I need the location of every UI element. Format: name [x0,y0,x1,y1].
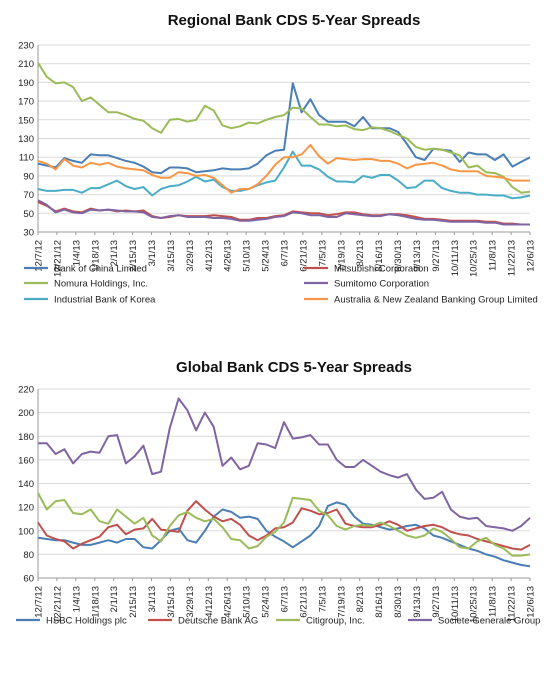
x-tick-label: 3/1/13 [147,586,158,612]
chart-2: Global Bank CDS 5-Year Spreads 60 80 100 120… [16,359,540,627]
x-tick-label: 9/13/13 [412,240,423,272]
y-tick-label: 50 [23,209,34,220]
x-tick-label: 2/15/13 [128,586,139,618]
legend-label: Mitsubishi Corporation [334,264,429,275]
y-tick-label: 160 [18,455,34,466]
x-tick-label: 6/7/13 [280,586,291,612]
x-tick-label: 3/15/13 [166,586,177,618]
legend-label: HSBC Holdings plc [46,616,127,627]
x-tick-label: 12/7/12 [34,240,45,272]
x-tick-label: 7/5/13 [317,586,328,612]
x-tick-label: 12/21/12 [52,240,63,277]
x-tick-label: 9/27/13 [431,240,442,272]
x-tick-label: 3/1/13 [147,240,158,266]
y-tick-label: 200 [18,408,34,419]
y-tick-label: 70 [23,190,34,201]
chart-1: Regional Bank CDS 5-Year Spreads 30 50 70 90… [18,12,538,306]
y-tick-label: 230 [18,41,34,52]
x-tick-label: 4/26/13 [223,240,234,272]
y-tick-label: 90 [23,171,34,182]
x-tick-label: 2/1/13 [109,240,120,266]
y-tick-label: 180 [18,432,34,443]
x-tick-label: 11/8/13 [488,240,499,271]
x-tick-label: 3/29/13 [185,586,196,618]
x-tick-label: 3/15/13 [166,240,177,272]
x-tick-label: 8/2/13 [355,240,366,266]
series-line-4 [38,397,531,532]
x-tick-label: 7/19/13 [336,240,347,272]
y-tick-label: 80 [23,550,34,561]
legend-label: Sumitomo Corporation [334,279,429,290]
x-tick-label: 11/8/13 [488,586,499,617]
y-tick-label: 120 [18,503,34,514]
y-tick-label: 30 [23,228,34,239]
series-line-6 [37,144,530,194]
x-tick-label: 4/26/13 [223,586,234,618]
x-tick-label: 7/19/13 [336,586,347,618]
x-tick-label: 12/6/13 [526,240,537,272]
legend-label: Societe Generale Group [438,616,540,627]
x-tick-label: 5/24/13 [261,586,272,618]
x-tick-label: 11/22/13 [507,586,518,622]
y-tick-label: 170 [18,97,34,108]
chart-title: Regional Bank CDS 5-Year Spreads [168,12,421,29]
series-line-5 [37,150,531,200]
x-tick-label: 10/25/13 [469,586,480,623]
x-tick-label: 6/21/13 [298,240,309,272]
y-tick-label: 150 [18,115,34,126]
legend-label: Nomura Holdings, Inc. [54,279,148,290]
series-line-4 [37,199,530,226]
x-tick-label: 11/22/13 [507,240,518,276]
y-tick-label: 100 [18,526,34,537]
x-tick-label: 2/1/13 [109,586,120,612]
x-tick-label: 6/7/13 [280,240,291,266]
x-tick-label: 10/11/13 [450,240,461,276]
legend-label: Deutsche Bank AG [178,616,258,627]
series-line-1 [37,501,531,568]
x-tick-label: 9/13/13 [412,586,423,618]
y-tick-label: 60 [23,574,34,585]
x-tick-label: 12/21/12 [52,586,63,623]
x-tick-label: 12/6/13 [526,586,537,618]
x-tick-label: 9/27/13 [431,586,442,618]
x-tick-label: 5/24/13 [261,240,272,272]
legend-label: Citigroup, Inc. [306,616,365,627]
x-tick-label: 7/5/13 [317,240,328,266]
y-tick-label: 110 [19,153,34,164]
legend-label: Industrial Bank of Korea [54,295,156,306]
x-tick-label: 10/11/13 [450,586,461,622]
y-tick-label: 130 [18,134,34,145]
x-tick-label: 5/10/13 [242,586,253,618]
x-tick-label: 8/30/13 [393,240,404,272]
x-tick-label: 1/18/13 [90,240,101,272]
y-tick-label: 220 [18,385,34,396]
legend-label: Bank of China Limited [54,264,147,275]
x-tick-label: 1/18/13 [90,586,101,618]
x-tick-label: 8/16/13 [374,240,385,272]
legend-label: Australia & New Zealand Banking Group Li… [334,295,538,306]
x-tick-label: 1/4/13 [71,240,82,266]
y-tick-label: 190 [18,78,34,89]
x-tick-label: 3/29/13 [185,240,196,272]
series-line-1 [37,82,531,175]
x-tick-label: 4/12/13 [204,586,215,618]
x-tick-label: 1/4/13 [71,586,82,612]
x-tick-label: 10/25/13 [469,240,480,277]
x-tick-label: 8/16/13 [374,586,385,618]
series-line-3 [37,492,531,557]
x-tick-label: 12/7/12 [34,586,45,618]
x-tick-label: 5/10/13 [242,240,253,272]
series-line-3 [37,62,531,194]
x-tick-label: 4/12/13 [204,240,215,272]
series-line-2 [37,500,531,551]
x-tick-label: 2/15/13 [128,240,139,272]
x-tick-label: 8/2/13 [355,586,366,612]
x-tick-label: 6/21/13 [298,586,309,618]
chart-title: Global Bank CDS 5-Year Spreads [176,359,412,376]
y-tick-label: 210 [18,59,34,70]
x-tick-label: 8/30/13 [393,586,404,618]
y-tick-label: 140 [18,479,34,490]
